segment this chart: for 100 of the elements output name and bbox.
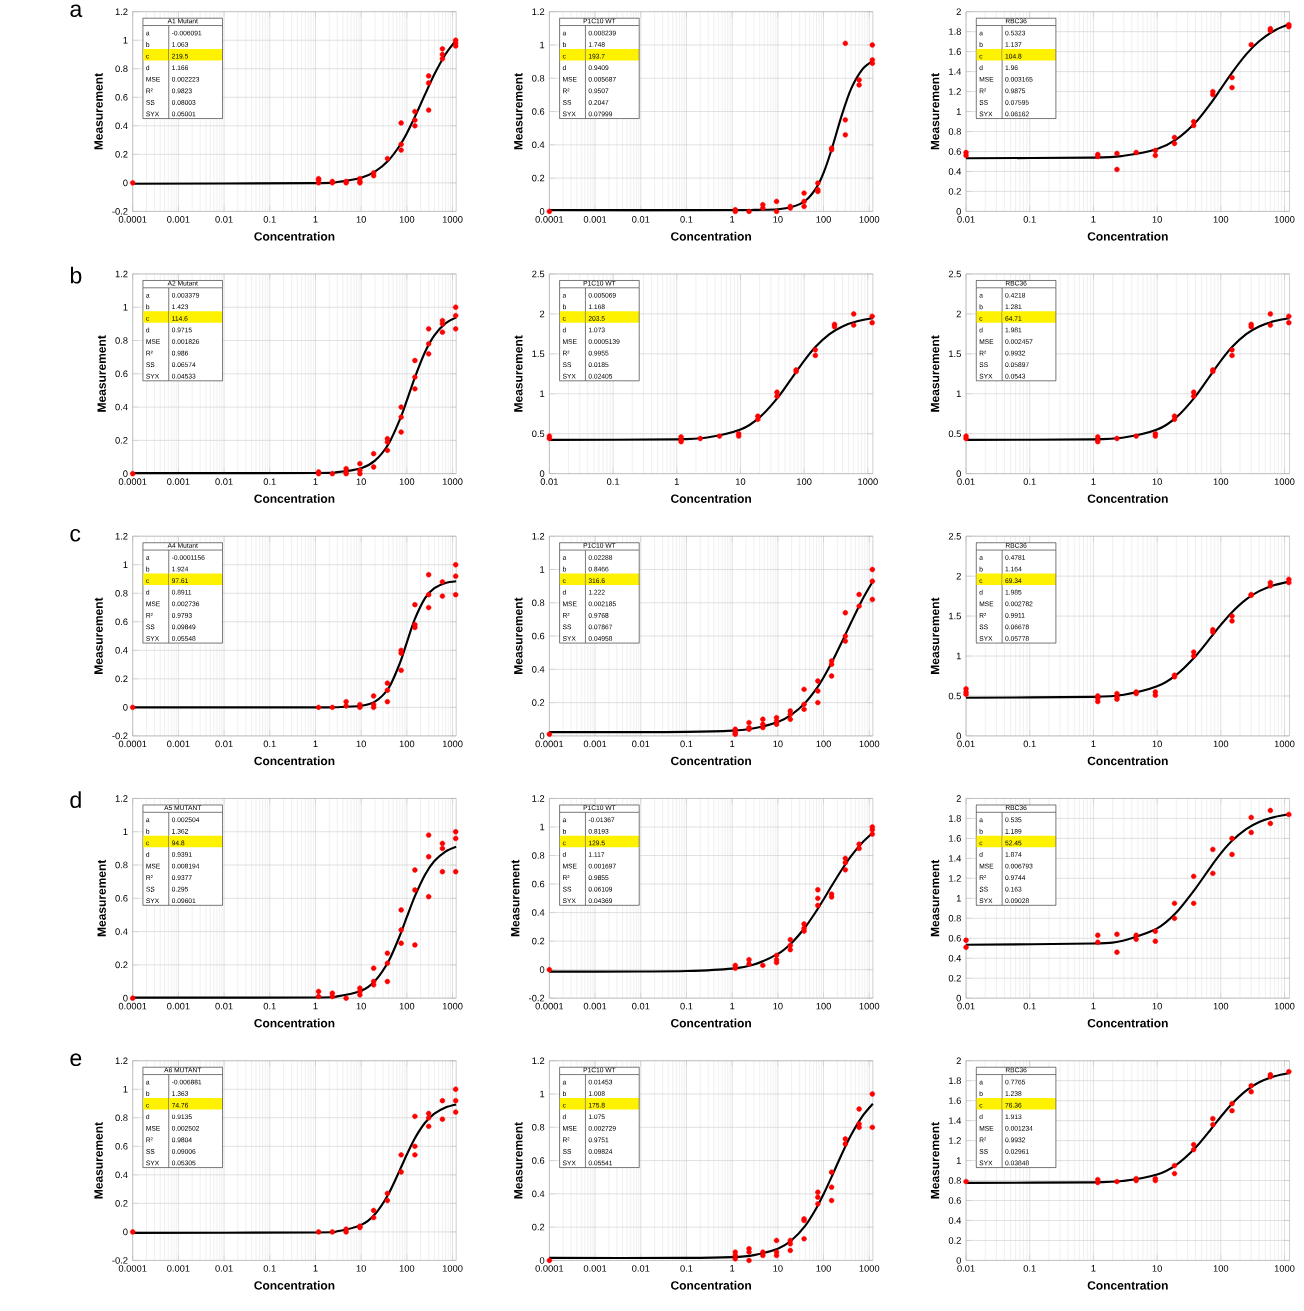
x-tick-label: 10 — [1152, 216, 1162, 223]
x-tick-label: 1000 — [442, 478, 463, 485]
x-tick-label: 100 — [399, 1265, 415, 1272]
x-tick-label: 100 — [816, 1265, 831, 1272]
y-tick-label: 1 — [123, 828, 128, 835]
y-tick-label: 1 — [123, 37, 128, 44]
x-tick-label: 10 — [1152, 478, 1162, 485]
y-tick-label: 2 — [956, 8, 961, 15]
x-tick-label: 1000 — [859, 1265, 880, 1272]
y-tick-label: 0.2 — [531, 174, 545, 182]
x-tick-label: 10 — [773, 216, 783, 223]
y-tick-label: -0.2 — [112, 732, 128, 740]
x-tick-label: 1 — [313, 216, 318, 223]
x-tick-label: 0.01 — [540, 478, 558, 485]
y-tick-label: 0.4 — [115, 403, 128, 411]
x-tick-label: 0.1 — [263, 1265, 276, 1272]
x-tick-label: 0.001 — [167, 1265, 190, 1272]
x-axis-title: Concentration — [1087, 756, 1168, 766]
x-tick-label: 0.0001 — [535, 1265, 564, 1272]
x-tick-label: 0.01 — [215, 740, 233, 748]
x-tick-label: 0.1 — [680, 216, 693, 223]
y-tick-label: 1.8 — [949, 28, 961, 35]
y-tick-label: 0.8 — [115, 1114, 128, 1122]
y-tick-label: 0.8 — [115, 589, 128, 597]
x-axis-title: Concentration — [1087, 494, 1168, 503]
x-tick-label: 0.001 — [167, 740, 190, 748]
y-tick-label: 0.4 — [531, 909, 545, 916]
x-tick-label: 1000 — [858, 478, 878, 485]
x-tick-label: 0.0001 — [118, 740, 147, 748]
y-tick-label: 0.2 — [115, 437, 128, 444]
y-tick-label: 0.4 — [115, 122, 128, 130]
x-tick-label: 0.0001 — [535, 740, 564, 748]
x-tick-label: 0.01 — [631, 1002, 650, 1010]
y-tick-label: 1.5 — [949, 350, 961, 358]
x-axis-title: Concentration — [670, 756, 751, 766]
y-tick-label: 2.5 — [948, 270, 961, 278]
y-tick-label: 0 — [956, 1257, 961, 1264]
y-axis-title: Measurement — [94, 73, 103, 150]
y-tick-label: 0.2 — [948, 1237, 961, 1244]
y-tick-label: 1 — [956, 108, 961, 115]
y-tick-label: 0.5 — [948, 430, 961, 437]
y-tick-label: 0.2 — [531, 937, 545, 945]
x-tick-label: 0.01 — [215, 216, 233, 223]
x-tick-label: 0.0001 — [118, 1002, 147, 1010]
y-axis-title: Measurement — [94, 1122, 103, 1199]
y-tick-label: 2 — [956, 1057, 961, 1064]
y-tick-label: 1 — [956, 652, 961, 660]
y-tick-label: 1.5 — [949, 612, 961, 620]
x-tick-label: 0.1 — [263, 1002, 276, 1010]
x-tick-label: 0.001 — [167, 1002, 190, 1010]
x-tick-label: 0.01 — [957, 478, 975, 485]
y-tick-label: 2 — [539, 310, 545, 318]
y-tick-label: 0 — [123, 704, 128, 711]
x-tick-label: 1000 — [442, 1265, 463, 1272]
y-tick-label: 0.6 — [531, 880, 545, 888]
y-tick-label: 2.5 — [948, 532, 961, 540]
x-tick-label: 0.1 — [680, 1265, 693, 1272]
y-axis-title: Measurement — [930, 1122, 940, 1199]
x-tick-label: 100 — [399, 216, 415, 223]
y-axis-title: Measurement — [514, 335, 523, 412]
y-tick-label: 1.2 — [949, 875, 961, 882]
y-tick-label: 0.4 — [115, 1171, 128, 1179]
x-tick-label: 0.1 — [680, 740, 693, 748]
x-tick-label: 1000 — [859, 216, 880, 223]
y-tick-label: 1.2 — [115, 270, 128, 278]
y-tick-label: 1.6 — [949, 1097, 961, 1104]
y-tick-label: 0.4 — [115, 647, 128, 654]
x-axis-title: Concentration — [670, 494, 751, 503]
x-tick-label: 100 — [816, 1002, 831, 1010]
x-tick-label: 1 — [1091, 1265, 1096, 1272]
x-tick-label: 100 — [1213, 216, 1229, 223]
x-tick-label: 0.0001 — [118, 1265, 147, 1272]
x-axis-title: Concentration — [1087, 231, 1168, 241]
x-tick-label: 100 — [816, 216, 831, 223]
x-tick-label: 1 — [313, 1002, 318, 1010]
y-tick-label: 0.2 — [115, 1200, 128, 1207]
x-tick-label: 1 — [313, 1265, 318, 1272]
y-tick-label: 1.5 — [532, 350, 545, 358]
y-tick-label: 1 — [956, 390, 961, 397]
y-tick-label: 0.6 — [948, 1197, 961, 1204]
x-tick-label: 0.1 — [263, 740, 276, 748]
x-axis-title: Concentration — [254, 494, 335, 503]
x-tick-label: 1 — [730, 1265, 735, 1272]
x-tick-label: 0.0001 — [535, 216, 564, 223]
y-axis-title: Measurement — [97, 335, 106, 412]
y-tick-label: 0.6 — [115, 370, 128, 378]
y-tick-label: 1.8 — [949, 1077, 961, 1084]
y-tick-label: 0.4 — [948, 954, 961, 962]
y-tick-label: 1 — [956, 895, 961, 902]
x-tick-label: 0.01 — [631, 740, 650, 748]
y-tick-label: 1.4 — [949, 1117, 961, 1124]
x-tick-label: 0.01 — [631, 216, 650, 223]
x-axis-title: Concentration — [254, 231, 335, 241]
y-tick-label: 0.6 — [531, 108, 545, 115]
x-tick-label: 10 — [356, 216, 366, 223]
y-tick-label: 1.6 — [949, 48, 961, 55]
y-tick-label: 0.4 — [948, 1217, 961, 1224]
y-tick-label: 0.8 — [115, 337, 128, 344]
y-tick-label: 1 — [956, 1157, 961, 1164]
y-tick-label: 0.6 — [531, 1157, 545, 1164]
